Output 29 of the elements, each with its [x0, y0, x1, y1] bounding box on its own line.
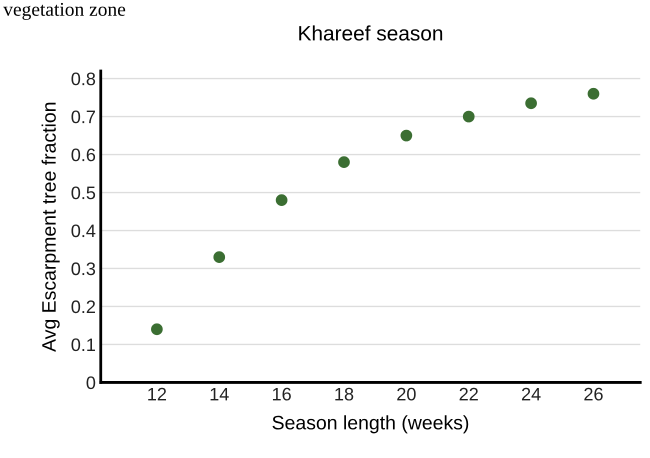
y-tick-label: 0.5: [71, 186, 96, 200]
x-tick-label: 24: [522, 388, 541, 400]
y-tick-label: 0.7: [71, 110, 95, 124]
x-tick-label: 26: [584, 388, 603, 401]
x-tick-label: 16: [272, 388, 291, 401]
y-tick-label: 0.2: [71, 300, 95, 314]
point: [276, 194, 288, 206]
x-tick-label: 20: [397, 388, 416, 401]
point: [462, 110, 475, 122]
y-axis-title: Avg Escarpment tree fraction: [42, 102, 60, 352]
y-tick-label: 0: [86, 376, 96, 390]
y-tick-label: 0.3: [71, 262, 96, 276]
text: vegetation zone: [3, 2, 126, 20]
point: [338, 156, 350, 168]
x-tick-label: 12: [148, 388, 166, 400]
y-tick-label: 0.1: [71, 338, 96, 352]
point: [213, 251, 226, 263]
chart-title: Khareef season: [299, 25, 442, 41]
y-tick-label: 0.4: [71, 224, 96, 238]
point: [525, 97, 537, 110]
point: [400, 130, 412, 142]
x-tick-label: 14: [210, 388, 229, 400]
point: [151, 323, 163, 336]
y-tick-label: 0.6: [71, 148, 96, 162]
point: [588, 88, 600, 100]
x-tick-label: 18: [335, 388, 354, 401]
y-tick-label: 0.8: [71, 72, 96, 86]
x-tick-label: 22: [460, 388, 478, 400]
x-axis-title: Season length (weeks): [272, 415, 468, 434]
